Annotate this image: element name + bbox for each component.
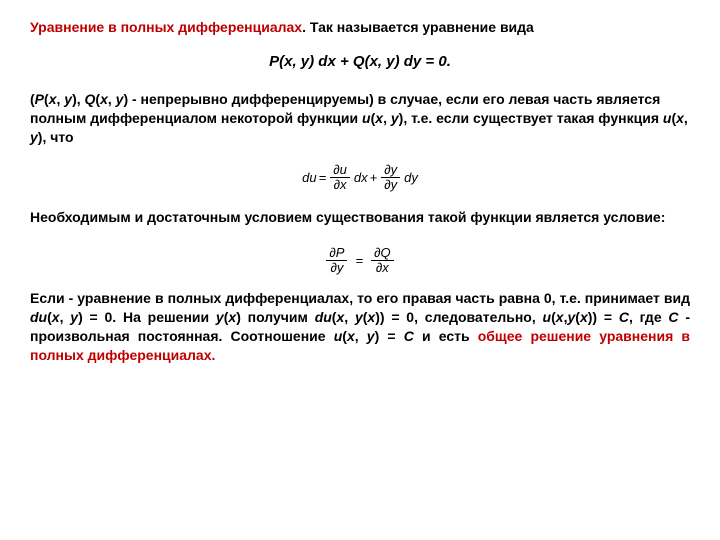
var-x: x xyxy=(676,110,684,126)
var-u: u xyxy=(362,110,371,126)
text: и есть xyxy=(414,328,478,344)
var-x: x xyxy=(347,328,355,344)
var-x: x xyxy=(375,110,383,126)
text: , xyxy=(60,309,71,325)
paragraph-1: (P(x, y), Q(x, y) - непрерывно дифференц… xyxy=(30,90,690,147)
text: Если - уравнение в полных дифференциалах… xyxy=(30,290,690,306)
fraction-p: ∂P ∂y xyxy=(326,246,347,276)
text: , xyxy=(355,328,367,344)
var-y: y xyxy=(367,328,375,344)
text: ) = 0. На решении xyxy=(78,309,216,325)
var-q: Q xyxy=(85,91,96,107)
text: , xyxy=(383,110,391,126)
var-c: C xyxy=(619,309,629,325)
heading-black: . Так называется уравнение вида xyxy=(302,19,534,35)
text: , где xyxy=(629,309,668,325)
text: ) получим xyxy=(236,309,315,325)
var-y: y xyxy=(70,309,78,325)
var-x: x xyxy=(556,309,564,325)
fraction-2: ∂y ∂y xyxy=(381,163,400,193)
heading-red: Уравнение в полных дифференциалах xyxy=(30,19,302,35)
eq-sign: = xyxy=(319,170,327,185)
var-y: y xyxy=(216,309,224,325)
fraction-q: ∂Q ∂x xyxy=(371,246,394,276)
var-y: y xyxy=(391,110,399,126)
denominator: ∂y xyxy=(381,178,400,192)
text: , xyxy=(344,309,355,325)
eq-sign: = xyxy=(355,253,363,268)
lhs: du xyxy=(302,170,316,185)
plus-sign: + xyxy=(370,170,378,185)
var-y: y xyxy=(355,309,363,325)
dy: dy xyxy=(404,170,418,185)
paragraph-3: Если - уравнение в полных дифференциалах… xyxy=(30,289,690,365)
var-u: u xyxy=(334,328,343,344)
var-y: y xyxy=(30,129,38,145)
main-equation: P(x, y) dx + Q(x, y) dy = 0. xyxy=(30,53,690,70)
var-u: u xyxy=(543,309,552,325)
fraction-1: ∂u ∂x xyxy=(330,163,350,193)
var-x: x xyxy=(100,91,108,107)
heading-line: Уравнение в полных дифференциалах. Так н… xyxy=(30,18,690,37)
var-c: C xyxy=(668,309,678,325)
var-p: P xyxy=(35,91,44,107)
denominator: ∂x xyxy=(330,178,350,192)
text: ), что xyxy=(38,129,74,145)
numerator: ∂P xyxy=(326,246,347,261)
var-x: x xyxy=(52,309,60,325)
document-page: Уравнение в полных дифференциалах. Так н… xyxy=(0,0,720,399)
text: )) = xyxy=(588,309,619,325)
denominator: ∂x xyxy=(371,261,394,275)
var-du: du xyxy=(30,309,47,325)
text: ), xyxy=(72,91,84,107)
text: ) = xyxy=(375,328,404,344)
text: ), т.е. если существует такая функция xyxy=(399,110,663,126)
numerator: ∂u xyxy=(330,163,350,178)
text: )) = 0, следовательно, xyxy=(375,309,542,325)
var-x: x xyxy=(580,309,588,325)
numerator: ∂Q xyxy=(371,246,394,261)
dx: dx xyxy=(354,170,368,185)
numerator: ∂y xyxy=(381,163,400,178)
text: , xyxy=(684,110,688,126)
var-y: y xyxy=(64,91,72,107)
var-du: du xyxy=(315,309,332,325)
formula-du: du = ∂u ∂x dx + ∂y ∂y dy xyxy=(30,163,690,193)
paragraph-2: Необходимым и достаточным условием сущес… xyxy=(30,206,690,228)
formula-condition: ∂P ∂y = ∂Q ∂x xyxy=(30,245,690,276)
var-c: C xyxy=(404,328,414,344)
denominator: ∂y xyxy=(326,261,347,275)
text: , xyxy=(108,91,116,107)
